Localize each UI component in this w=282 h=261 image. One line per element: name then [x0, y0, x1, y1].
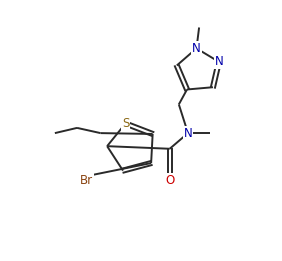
Text: N: N — [215, 55, 223, 68]
Text: S: S — [122, 117, 129, 130]
Text: N: N — [192, 42, 201, 55]
Text: Br: Br — [80, 174, 93, 187]
Text: N: N — [184, 127, 192, 140]
Text: O: O — [165, 174, 174, 187]
